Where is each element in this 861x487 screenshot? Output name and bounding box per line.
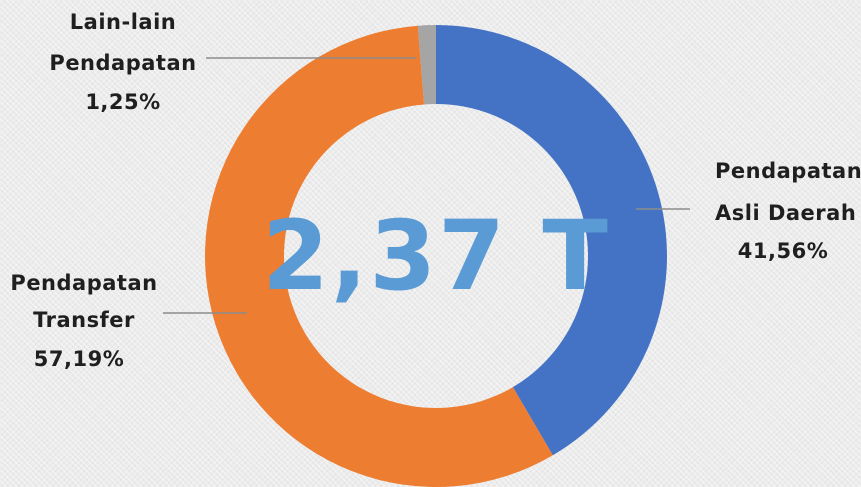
label-transfer-line-3: 57,19% — [34, 347, 124, 371]
label-lain-lain-line-2: Pendapatan — [49, 51, 196, 75]
label-lain-lain-line-1: Lain-lain — [70, 10, 176, 34]
slice-labels: Pendapatan Asli Daerah 41,56% Pendapatan Tra… — [10, 10, 861, 371]
label-transfer-line-1: Pendapatan — [10, 271, 157, 295]
slice-lain-lain — [417, 25, 436, 105]
donut-slices — [205, 25, 667, 487]
slice-transfer — [205, 25, 553, 487]
slice-asli-daerah — [436, 25, 667, 456]
label-lain-lain-line-3: 1,25% — [85, 90, 160, 114]
label-asli-daerah-line-1: Pendapatan — [715, 159, 861, 183]
label-asli-daerah-line-3: 41,56% — [738, 239, 828, 263]
leader-lines — [163, 57, 690, 314]
label-transfer-line-2: Transfer — [33, 308, 135, 332]
center-total-label: 2,37 T — [262, 200, 610, 312]
label-asli-daerah-line-2: Asli Daerah — [715, 201, 856, 225]
